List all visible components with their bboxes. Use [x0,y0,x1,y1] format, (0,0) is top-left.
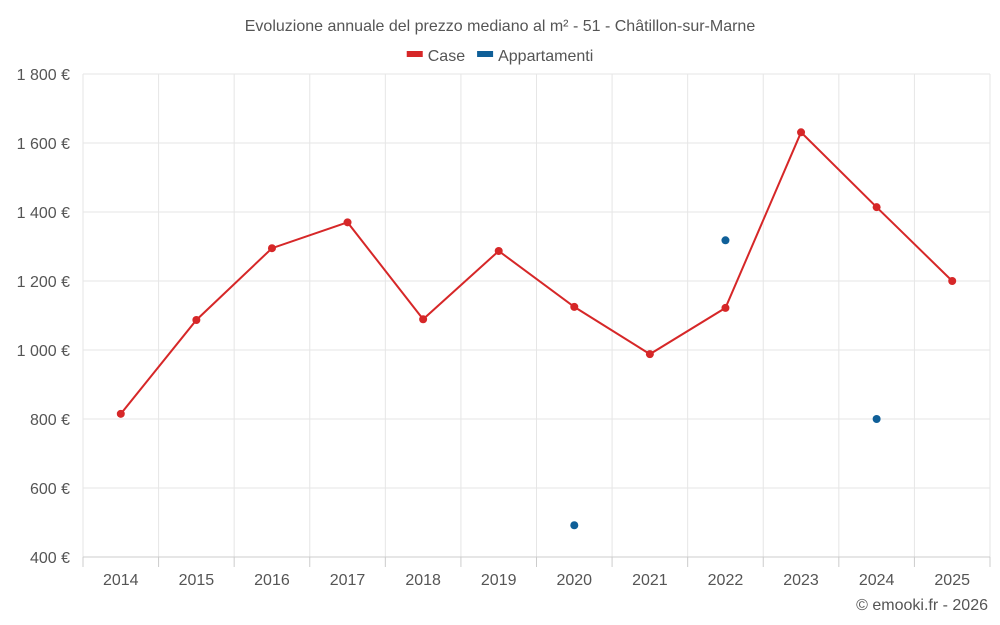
data-point-case[interactable] [419,315,428,324]
x-tick-label: 2015 [179,572,215,589]
x-tick-label: 2019 [481,572,517,589]
credit-text: © emooki.fr - 2026 [856,597,988,614]
x-tick-label: 2016 [254,572,290,589]
data-point-case[interactable] [948,277,957,285]
y-tick-label: 1 600 € [17,136,70,153]
data-point-appartamenti[interactable] [570,521,579,530]
legend-swatch[interactable] [477,51,494,57]
data-point-case[interactable] [797,128,806,137]
legend-swatch[interactable] [406,51,423,57]
x-tick-label: 2018 [405,572,441,589]
data-point-case[interactable] [192,315,201,324]
legend-label: Appartamenti [498,48,593,65]
x-tick-label: 2020 [556,572,592,589]
x-tick-label: 2022 [708,572,744,589]
data-point-case[interactable] [570,302,579,311]
y-tick-label: 1 200 € [17,274,70,291]
chart-title: Evoluzione annuale del prezzo mediano al… [245,18,756,35]
data-point-case[interactable] [343,218,352,227]
data-point-case[interactable] [721,303,730,312]
data-point-case[interactable] [872,203,881,212]
data-point-appartamenti[interactable] [721,236,730,245]
data-point-case[interactable] [116,409,125,418]
y-tick-label: 600 € [30,481,70,498]
y-tick-label: 1 000 € [17,343,70,360]
x-tick-label: 2014 [103,572,139,589]
x-tick-label: 2024 [859,572,895,589]
series-layer [116,128,957,530]
grid [82,73,991,557]
y-tick-label: 400 € [30,550,70,567]
data-point-case[interactable] [267,244,276,253]
data-point-case[interactable] [645,350,654,359]
x-tick-label: 2023 [783,572,819,589]
axes: 400 € 600 € 800 € 1 000 € 1 200 € 1 400 € 1 60… [17,67,991,589]
data-point-case[interactable] [494,246,503,255]
legend[interactable]: Case Appartamenti [406,48,594,65]
x-tick-label: 2021 [632,572,668,589]
series-line-case [120,130,953,415]
y-tick-label: 1 800 € [17,67,70,84]
data-point-appartamenti[interactable] [872,415,881,423]
x-tick-label: 2025 [934,572,970,589]
x-tick-label: 2017 [330,572,366,589]
y-tick-label: 1 400 € [17,205,70,222]
legend-label: Case [428,48,465,65]
y-tick-label: 800 € [30,412,70,429]
